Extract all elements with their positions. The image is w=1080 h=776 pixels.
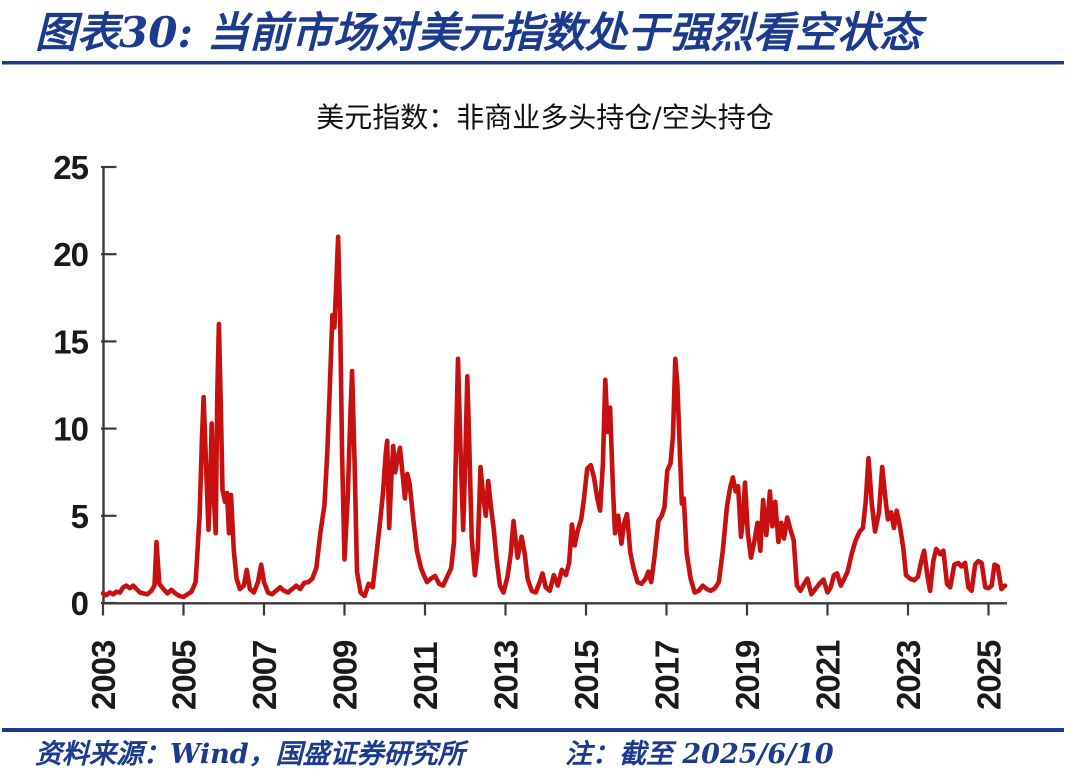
- x-tick-label: 2009: [326, 640, 363, 710]
- page-title-prefix: 图表30:: [35, 8, 193, 57]
- x-tick-label: 2005: [165, 640, 202, 710]
- x-tick-label: 2003: [85, 640, 122, 710]
- header-rule: [2, 61, 1064, 65]
- x-tick-label: 2021: [809, 640, 846, 710]
- footer-note: 注：截至 2025/6/10: [565, 739, 834, 770]
- y-axis: 0 5 10 15 20 25: [53, 149, 117, 622]
- page-title: 当前市场对美元指数处于强烈看空状态: [207, 8, 927, 57]
- x-tick-label: 2011: [407, 642, 444, 710]
- y-tick-label: 20: [53, 236, 88, 273]
- y-tick-label: 25: [53, 149, 88, 186]
- chart-title: 美元指数：非商业多头持仓/空头持仓: [316, 101, 773, 134]
- x-tick-label: 2015: [568, 640, 605, 710]
- x-axis: 2003 2005 2007 2009 2011 2013 2015 2017 2019 2021…: [85, 602, 1007, 710]
- usd-index-ratio-line: [100, 234, 1008, 600]
- y-tick-label: 5: [71, 498, 89, 535]
- footer-source: 资料来源：Wind，国盛证券研究所: [35, 739, 470, 770]
- x-tick-label: 2007: [246, 641, 283, 710]
- y-tick-label: 0: [71, 585, 88, 622]
- x-tick-label: 2019: [729, 640, 766, 710]
- x-tick-label: 2023: [890, 640, 927, 710]
- x-tick-label: 2013: [487, 640, 524, 710]
- y-tick-label: 10: [53, 411, 88, 448]
- footer-rule: [2, 728, 1064, 732]
- x-tick-label: 2025: [970, 640, 1007, 710]
- y-tick-label: 15: [53, 323, 88, 360]
- x-tick-label: 2017: [648, 641, 685, 710]
